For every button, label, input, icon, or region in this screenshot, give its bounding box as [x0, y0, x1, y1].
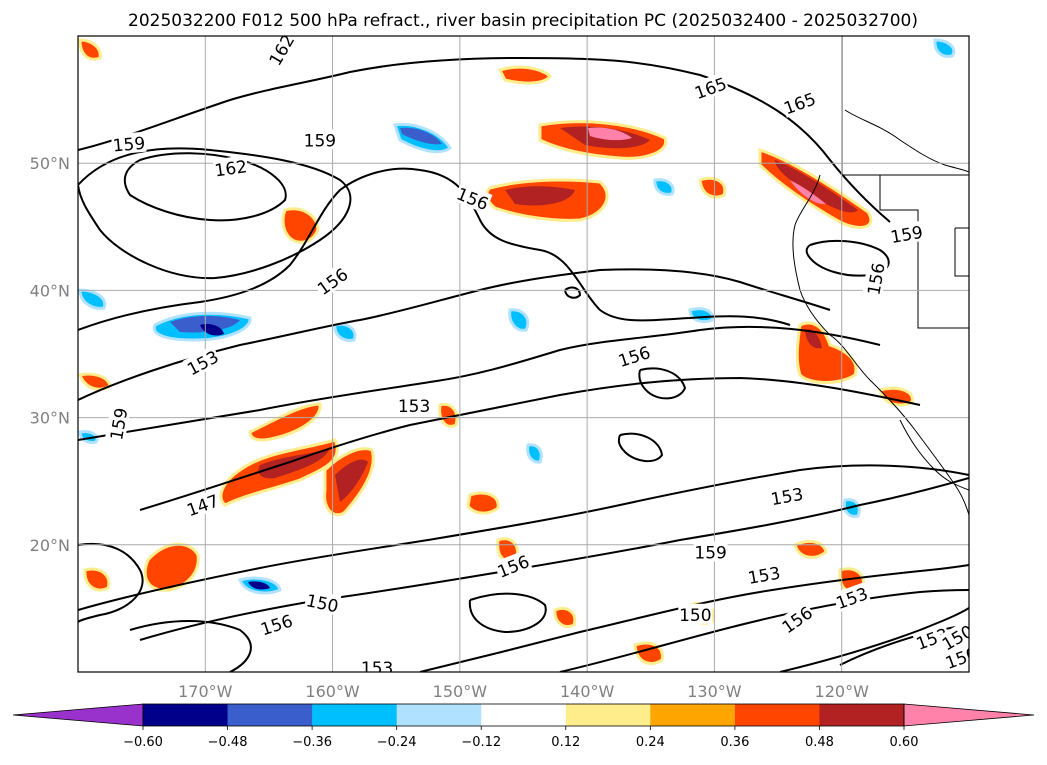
- colorbar-segment: [396, 704, 482, 726]
- contour-label: 153: [360, 657, 395, 679]
- lon-tick-label: 140°W: [560, 682, 615, 701]
- contour-label: 159: [693, 541, 728, 563]
- contour-label-bg: [263, 36, 298, 70]
- colorbar-tick-label: −0.24: [377, 735, 417, 750]
- contour-label-bg: [832, 582, 871, 613]
- colorbar-segment: [227, 704, 313, 726]
- contour-label: 153: [397, 395, 432, 417]
- lat-tick-label: 40°N: [30, 281, 70, 300]
- contour-label: 162: [212, 155, 249, 181]
- lon-tick-label: 160°W: [305, 682, 360, 701]
- lon-tick-label: 130°W: [687, 682, 742, 701]
- contour-label-text: 159: [694, 543, 726, 563]
- colorbar-over-extension: [903, 703, 1035, 727]
- contour-label-bg: [111, 131, 147, 155]
- latitude-tick-labels: 50°N 40°N 30°N 20°N: [30, 154, 70, 555]
- lon-tick-label: 170°W: [178, 682, 233, 701]
- contour-label: 159: [302, 129, 337, 151]
- contour-label-text: 153: [398, 397, 430, 417]
- contour-label-bg: [360, 657, 395, 672]
- contour-label-bg: [941, 641, 969, 672]
- colorbar-segment: [565, 704, 651, 726]
- colorbar-tick-label: 0.60: [890, 735, 919, 750]
- colorbar-segment: [650, 704, 736, 726]
- contour-label-bg: [302, 129, 337, 150]
- colorbar-segment: [143, 704, 229, 726]
- refractivity-contours: [78, 56, 969, 672]
- contour-label-bg: [493, 549, 533, 582]
- colorbar-tick-label: −0.36: [292, 735, 332, 750]
- contour-label-bg: [776, 601, 817, 637]
- contour-label-text: 153: [361, 659, 393, 679]
- contour-label-bg: [693, 541, 728, 562]
- contour-label: 150: [678, 603, 713, 626]
- contour-label-bg: [887, 220, 925, 247]
- contour-label-bg: [303, 589, 342, 616]
- colorbar-tick-label: 0.24: [636, 735, 665, 750]
- colorbar-frame: [142, 703, 905, 727]
- contour-label-bg: [768, 482, 806, 509]
- lat-tick-label: 50°N: [30, 154, 70, 173]
- colorbar-segment: [312, 704, 398, 726]
- contour-label-bg: [937, 619, 969, 654]
- lon-tick-label: 150°W: [433, 682, 488, 701]
- colorbar-under-extension: [12, 703, 144, 727]
- contour-label: 153: [768, 482, 806, 510]
- contour-label: 159: [111, 131, 147, 157]
- contour-label-bg: [614, 340, 654, 371]
- contour-label-bg: [690, 72, 730, 103]
- lon-tick-label: 120°W: [815, 682, 870, 701]
- precip-shading: [78, 38, 956, 665]
- contour-label-bg: [312, 262, 352, 299]
- contour-label-bg: [183, 489, 222, 520]
- figure-title: 2025032200 F012 500 hPa refract., river …: [128, 11, 918, 31]
- colorbar-tick-label: −0.60: [123, 735, 163, 750]
- contour-label-text: 159: [304, 131, 336, 151]
- map-frame: [77, 35, 970, 673]
- contour-label-bg: [256, 609, 296, 639]
- colorbar-tick-label: 0.48: [805, 735, 834, 750]
- contour-label-text: 162: [213, 157, 248, 181]
- lat-tick-label: 30°N: [30, 409, 70, 428]
- contour-label-bg: [779, 87, 819, 118]
- contour-label-bg: [212, 155, 249, 180]
- colorbar-tick-label: 0.12: [551, 735, 580, 750]
- colorbar-tick-label: −0.48: [208, 735, 248, 750]
- colorbar-segment: [819, 704, 905, 726]
- contour-label-bg: [912, 622, 952, 654]
- contour-label-bg: [745, 561, 783, 588]
- contour-label-bg: [104, 405, 131, 443]
- colorbar-segment: [481, 704, 567, 726]
- contour-label-bg: [862, 260, 888, 298]
- colorbar-segment: [734, 704, 820, 726]
- contour-label-bg: [453, 182, 493, 214]
- contour-label-text: 159: [112, 134, 146, 157]
- contour-label-bg: [182, 345, 222, 379]
- longitude-tick-labels: 170°W 160°W 150°W 140°W 130°W 120°W: [178, 682, 869, 701]
- contour-label-bg: [397, 395, 432, 416]
- colorbar-tick-label: −0.12: [461, 735, 501, 750]
- colorbar: −0.60 −0.48 −0.36 −0.24 −0.12 0.12 0.24 0.36 0.4…: [12, 703, 1035, 750]
- colorbar-tick-label: 0.36: [720, 735, 749, 750]
- contour-label-bg: [678, 603, 713, 624]
- lat-tick-label: 20°N: [30, 536, 70, 555]
- contour-label-text: 150: [679, 606, 711, 626]
